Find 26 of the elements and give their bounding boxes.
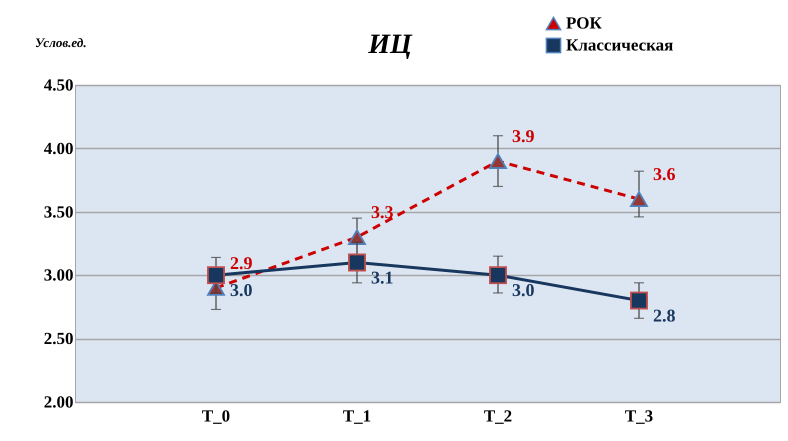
data-label: 3.0	[512, 280, 534, 300]
chart-title: ИЦ	[367, 29, 413, 60]
y-tick-label: 3.00	[44, 266, 74, 285]
legend-label: Классическая	[566, 36, 674, 54]
data-label: 3.0	[230, 280, 252, 300]
y-tick-label: 2.50	[44, 329, 74, 348]
x-tick-label: T_2	[484, 406, 512, 426]
data-label: 3.1	[371, 268, 394, 288]
x-tick-label: T_1	[342, 406, 372, 426]
data-label: 2.8	[653, 306, 676, 326]
legend-label: РОК	[566, 14, 603, 32]
data-label: 3.3	[371, 202, 394, 222]
point	[207, 266, 225, 284]
y-axis-title: Услов.ед.	[35, 35, 87, 50]
y-tick-label: 3.50	[44, 202, 74, 222]
data-label: 3.6	[653, 164, 676, 184]
data-label: 3.9	[512, 126, 534, 146]
x-tick-label: T_3	[624, 406, 654, 426]
data-label: 2.9	[230, 252, 252, 273]
point	[489, 266, 507, 284]
y-tick-label: 2.00	[44, 392, 74, 412]
y-tick-label: 4.50	[44, 76, 74, 94]
y-tick-label: 4.00	[44, 138, 74, 158]
point	[348, 254, 366, 272]
x-tick-label: T_0	[202, 406, 230, 426]
point	[630, 292, 648, 310]
